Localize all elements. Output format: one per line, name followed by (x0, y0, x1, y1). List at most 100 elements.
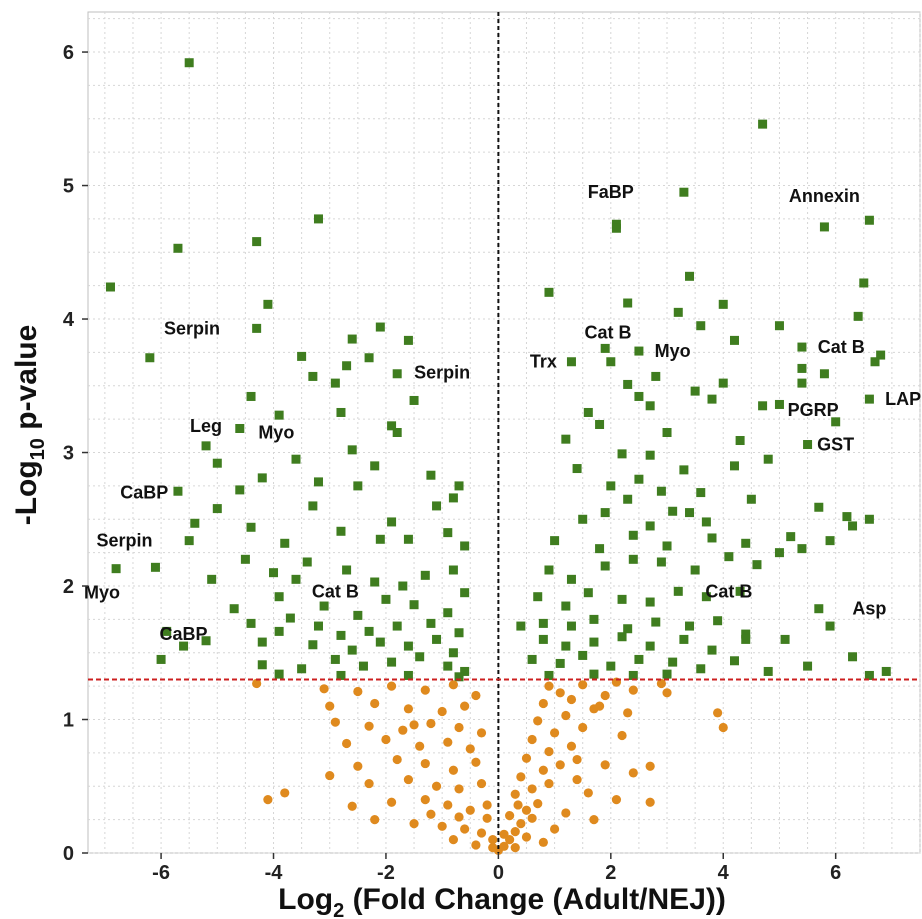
significant-point (342, 361, 352, 371)
significant-point (758, 401, 768, 411)
significant-point (864, 514, 874, 524)
non-significant-point (431, 781, 442, 791)
non-significant-point (364, 721, 374, 731)
significant-point (864, 215, 874, 225)
non-significant-point (544, 746, 554, 757)
significant-point (848, 521, 858, 531)
non-significant-point (561, 808, 571, 818)
x-tick-label: -4 (265, 862, 284, 884)
significant-point (763, 454, 773, 464)
non-significant-point (662, 688, 672, 698)
non-significant-point (330, 717, 340, 727)
significant-point (623, 379, 633, 389)
significant-point (555, 658, 565, 668)
significant-point (443, 661, 453, 671)
significant-point (162, 626, 172, 636)
significant-point (606, 357, 616, 367)
non-significant-point (482, 813, 492, 823)
significant-point (381, 594, 391, 604)
non-significant-point (353, 686, 363, 697)
non-significant-point (398, 725, 408, 735)
non-significant-point (499, 829, 509, 839)
non-significant-point (555, 688, 565, 698)
non-significant-point (513, 800, 523, 810)
significant-point (853, 311, 863, 321)
significant-point (432, 634, 442, 644)
significant-point (606, 661, 616, 671)
non-significant-point (505, 811, 515, 821)
significant-point (814, 502, 824, 512)
significant-point (561, 434, 571, 444)
significant-point (701, 592, 711, 602)
y-tick-label: 5 (63, 176, 74, 198)
significant-point (583, 588, 593, 598)
significant-point (353, 481, 363, 491)
significant-point (229, 604, 239, 614)
non-significant-point (280, 788, 290, 798)
non-significant-point (392, 754, 402, 765)
non-significant-point (594, 701, 605, 711)
significant-point (881, 666, 891, 676)
protein-label: Myo (84, 583, 120, 603)
significant-point (729, 335, 739, 345)
significant-point (364, 353, 374, 363)
non-significant-point (465, 805, 475, 815)
significant-point (595, 419, 605, 429)
protein-label: CaBP (160, 624, 208, 644)
significant-point (235, 485, 245, 495)
non-significant-point (454, 784, 464, 794)
significant-point (156, 654, 166, 664)
protein-label: Serpin (164, 318, 220, 338)
non-significant-point (589, 815, 599, 825)
protein-label: PGRP (788, 400, 839, 420)
significant-point (403, 670, 413, 680)
significant-point (257, 660, 267, 670)
grid (87, 11, 921, 854)
non-significant-point (583, 788, 593, 798)
significant-point (803, 440, 813, 450)
protein-label: Cat B (705, 581, 752, 601)
significant-point (353, 610, 363, 620)
significant-point (752, 560, 762, 570)
significant-point (527, 654, 537, 664)
non-significant-point (252, 678, 262, 689)
non-significant-point (527, 813, 537, 823)
non-significant-point (460, 824, 470, 834)
significant-point (201, 636, 211, 646)
non-significant-point (566, 694, 577, 705)
non-significant-point (510, 827, 520, 837)
significant-point (274, 410, 284, 420)
significant-point (336, 407, 346, 417)
non-significant-point (341, 738, 352, 749)
significant-point (544, 287, 554, 297)
significant-point (173, 486, 183, 496)
protein-label: Trx (530, 352, 557, 372)
non-significant-point (482, 800, 492, 810)
significant-point (235, 423, 245, 433)
significant-point (797, 342, 807, 352)
non-significant-point (533, 799, 543, 809)
significant-point (150, 562, 160, 572)
significant-point (561, 641, 571, 651)
significant-point (387, 657, 397, 667)
significant-point (797, 363, 807, 373)
protein-label: FaBP (588, 182, 634, 202)
significant-point (876, 350, 886, 360)
significant-point (201, 441, 211, 451)
significant-point (443, 608, 453, 618)
significant-point (274, 626, 284, 636)
non-significant-point (437, 706, 447, 717)
significant-point (460, 666, 470, 676)
significant-point (375, 534, 385, 544)
non-significant-point (381, 734, 391, 745)
significant-point (297, 664, 307, 674)
significant-point (561, 601, 571, 611)
significant-point (415, 652, 425, 662)
significant-point (454, 481, 464, 491)
non-significant-point (628, 685, 638, 695)
significant-point (583, 407, 593, 417)
significant-point (387, 517, 397, 527)
protein-label: Myo (655, 341, 691, 361)
significant-point (403, 534, 413, 544)
significant-point (291, 454, 301, 464)
